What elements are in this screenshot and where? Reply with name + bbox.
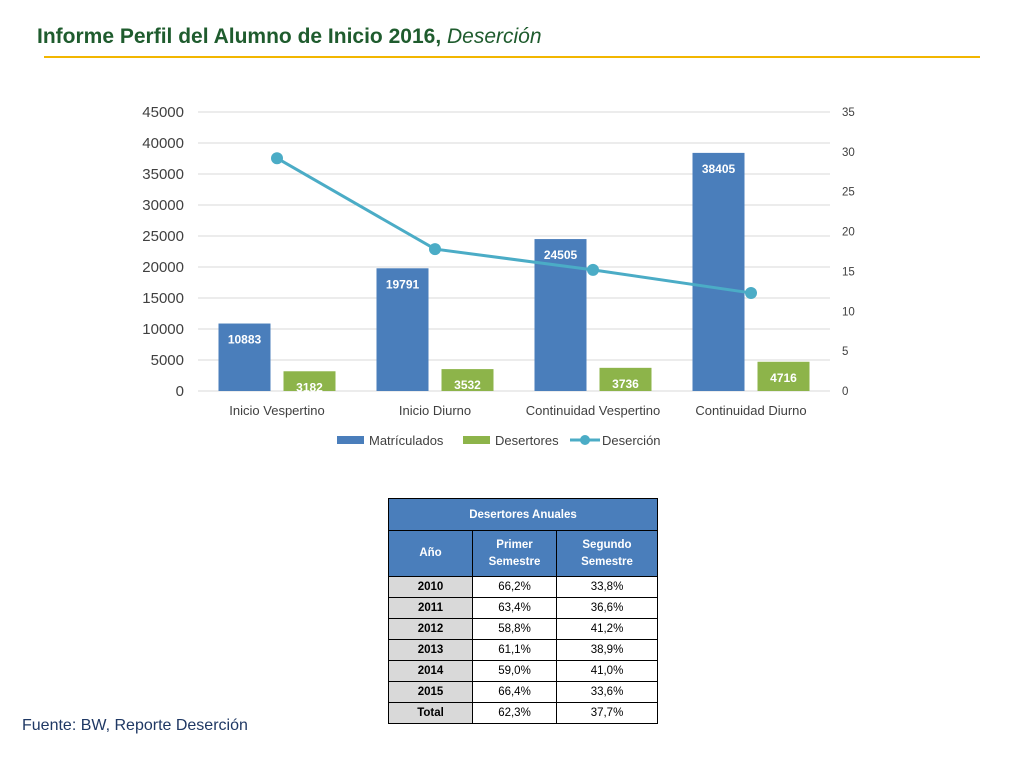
table-cell-year: 2010 [388, 576, 473, 598]
right-axis-tick-label: 30 [842, 147, 855, 159]
table-header-year: Año [388, 530, 473, 577]
data-label-desertores: 4716 [770, 371, 797, 385]
bar-desertores [283, 371, 336, 391]
legend-desercion-label: Deserción [602, 433, 661, 448]
table-caption: Desertores Anuales [388, 498, 658, 531]
right-axis-tick-label: 0 [842, 386, 848, 398]
left-axis-tick-label: 5000 [151, 352, 184, 369]
data-label-desertores: 3182 [296, 380, 323, 394]
table-row: 2014 59,0% 41,0% [388, 660, 658, 682]
legend-desertores-label: Desertores [495, 433, 559, 448]
table-cell-second-semester: 33,6% [556, 681, 658, 703]
annual-dropout-table-wrap: Desertores Anuales Año Primer Semestre S… [388, 498, 658, 724]
table-cell-first-semester: 58,8% [472, 618, 557, 640]
table-cell-first-semester: 66,4% [472, 681, 557, 703]
category-label: Continuidad Vespertino [526, 403, 660, 418]
table-cell-first-semester: 59,0% [472, 660, 557, 682]
table-row: 2010 66,2% 33,8% [388, 576, 658, 598]
page-title: Informe Perfil del Alumno de Inicio 2016… [37, 25, 542, 49]
left-axis-tick-label: 15000 [142, 290, 184, 307]
table-cell-second-semester: 41,2% [556, 618, 658, 640]
right-axis-tick-label: 25 [842, 187, 855, 199]
table-cell-year: 2015 [388, 681, 473, 703]
left-axis-tick-label: 40000 [142, 135, 184, 152]
bar-desertores [441, 369, 494, 391]
combo-chart: 0 5000 10000 15000 20000 25000 30000 35000 40000… [142, 104, 855, 448]
left-axis-tick-label: 20000 [142, 259, 184, 276]
table-row: Total 62,3% 37,7% [388, 702, 658, 724]
title-main: Informe Perfil del Alumno de Inicio 2016… [37, 25, 442, 48]
bar-desertores [757, 361, 810, 391]
table-cell-year: Total [388, 702, 473, 724]
table-cell-second-semester: 37,7% [556, 702, 658, 724]
table-header-second-semester: Segundo Semestre [556, 530, 658, 577]
left-axis-tick-label: 30000 [142, 197, 184, 214]
data-label-matriculados: 19791 [386, 277, 420, 291]
data-label-desertores: 3532 [454, 378, 481, 392]
data-label-matriculados: 38405 [702, 162, 736, 176]
table-cell-year: 2013 [388, 639, 473, 661]
right-axis-tick-label: 35 [842, 107, 855, 119]
legend-desercion-marker [580, 435, 590, 445]
bar-matriculados [376, 268, 429, 391]
table-row: 2015 66,4% 33,6% [388, 681, 658, 703]
data-label-matriculados: 10883 [228, 333, 262, 347]
table-cell-second-semester: 36,6% [556, 597, 658, 619]
legend-desertores-swatch [463, 436, 490, 444]
table-cell-first-semester: 61,1% [472, 639, 557, 661]
table-row: 2011 63,4% 36,6% [388, 597, 658, 619]
table-body: 2010 66,2% 33,8% 2011 63,4% 36,6% 2012 58,8% 41,… [388, 576, 658, 724]
bar-desertores [599, 367, 652, 391]
data-label-matriculados: 24505 [544, 248, 578, 262]
left-axis-tick-label: 45000 [142, 104, 184, 121]
table-row: 2012 58,8% 41,2% [388, 618, 658, 640]
category-label: Inicio Vespertino [229, 403, 324, 418]
legend-matriculados-swatch [337, 436, 364, 444]
table-header-first-semester: Primer Semestre [472, 530, 557, 577]
annual-dropout-table: Desertores Anuales Año Primer Semestre S… [388, 498, 658, 724]
left-axis-tick-label: 25000 [142, 228, 184, 245]
category-label: Inicio Diurno [399, 403, 471, 418]
point-desercion [745, 286, 757, 299]
source-note: Fuente: BW, Reporte Deserción [22, 717, 248, 734]
legend-matriculados-label: Matrículados [369, 433, 444, 448]
table-cell-first-semester: 66,2% [472, 576, 557, 598]
left-axis-tick-label: 35000 [142, 166, 184, 183]
table-cell-second-semester: 33,8% [556, 576, 658, 598]
point-desercion [271, 152, 283, 165]
right-axis-tick-label: 20 [842, 227, 855, 239]
line-desercion [276, 156, 752, 295]
table-caption-row: Desertores Anuales [388, 498, 658, 531]
bar-matriculados [218, 323, 271, 391]
table-cell-year: 2012 [388, 618, 473, 640]
point-desercion [587, 263, 599, 276]
table-cell-second-semester: 38,9% [556, 639, 658, 661]
bar-matriculados [692, 152, 745, 391]
table-header-row: Año Primer Semestre Segundo Semestre [388, 530, 658, 577]
title-rule [44, 56, 980, 58]
right-axis-tick-label: 15 [842, 266, 855, 278]
table-cell-second-semester: 41,0% [556, 660, 658, 682]
right-axis-tick-label: 5 [842, 346, 848, 358]
table-cell-first-semester: 62,3% [472, 702, 557, 724]
left-axis-tick-label: 0 [176, 383, 184, 400]
left-axis-tick-label: 10000 [142, 321, 184, 338]
table-row: 2013 61,1% 38,9% [388, 639, 658, 661]
category-label: Continuidad Diurno [695, 403, 806, 418]
table-cell-year: 2011 [388, 597, 473, 619]
data-label-desertores: 3736 [612, 377, 639, 391]
title-subtitle: Deserción [447, 25, 542, 48]
table-cell-first-semester: 63,4% [472, 597, 557, 619]
table-cell-year: 2014 [388, 660, 473, 682]
right-axis-tick-label: 10 [842, 306, 855, 318]
point-desercion [429, 243, 441, 256]
